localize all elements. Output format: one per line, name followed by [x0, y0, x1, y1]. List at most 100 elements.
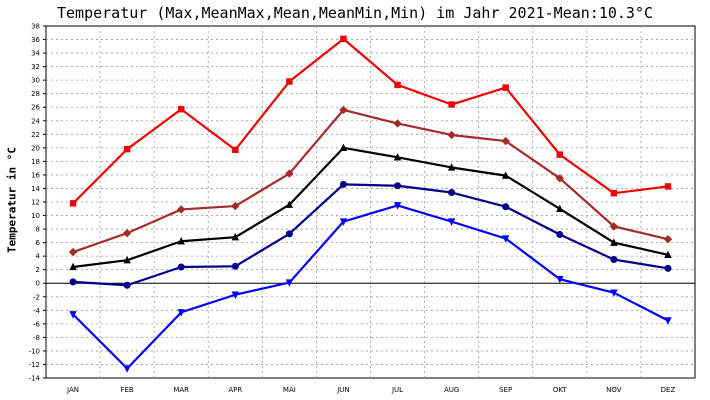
chart-title: Temperatur (Max,MeanMax,Mean,MeanMin,Min… — [56, 4, 654, 22]
y-tick-label: 22 — [31, 131, 40, 139]
data-point — [231, 233, 239, 241]
data-point — [448, 189, 456, 197]
y-tick-label: -4 — [33, 307, 41, 315]
y-tick-label: -6 — [33, 320, 41, 328]
y-tick-label: -8 — [33, 334, 40, 342]
data-point — [663, 235, 673, 244]
data-point — [555, 174, 564, 183]
data-point — [339, 105, 348, 115]
x-tick-label: FEB — [120, 386, 133, 394]
data-point — [502, 84, 509, 91]
y-tick-label: 24 — [31, 117, 40, 125]
y-tick-label: -2 — [33, 293, 40, 301]
data-point — [69, 200, 77, 207]
data-point — [122, 228, 132, 238]
data-point — [123, 281, 131, 289]
data-point — [502, 171, 510, 179]
y-tick-label: 18 — [31, 158, 40, 166]
data-point — [393, 119, 402, 128]
y-tick-label: 28 — [31, 90, 40, 98]
data-point — [609, 222, 619, 231]
data-point — [610, 190, 618, 197]
data-point — [69, 278, 77, 286]
y-tick-label: 10 — [31, 212, 40, 220]
y-tick-label: 2 — [36, 266, 40, 274]
y-tick-label: -14 — [29, 375, 41, 383]
data-point — [393, 153, 402, 161]
y-tick-label: 4 — [36, 253, 41, 261]
data-point — [447, 163, 456, 171]
data-point — [285, 200, 294, 208]
y-tick-label: 0 — [36, 280, 40, 288]
y-tick-label: 36 — [31, 36, 40, 44]
data-point — [556, 230, 564, 238]
data-point — [231, 262, 239, 270]
y-tick-label: -12 — [29, 361, 40, 369]
data-point — [339, 180, 347, 188]
data-point — [610, 238, 618, 246]
x-tick-label: JUN — [336, 386, 349, 394]
data-point — [447, 218, 456, 226]
data-point — [664, 183, 672, 190]
data-point — [447, 130, 456, 140]
x-tick-label: JAN — [66, 386, 79, 394]
data-point — [340, 35, 347, 43]
data-point — [556, 204, 564, 212]
data-point — [394, 182, 402, 190]
data-point — [556, 151, 563, 158]
data-point — [123, 365, 131, 373]
data-point — [394, 81, 401, 89]
y-tick-label: 38 — [31, 23, 40, 31]
data-point — [664, 317, 672, 325]
data-point — [177, 263, 185, 271]
y-tick-label: 30 — [31, 77, 40, 85]
data-point — [339, 218, 348, 226]
data-point — [393, 202, 402, 210]
x-tick-label: MAI — [283, 386, 296, 394]
data-point — [232, 146, 239, 154]
y-tick-label: 12 — [31, 199, 40, 207]
data-point — [285, 279, 294, 287]
series-line — [72, 183, 669, 287]
data-point — [501, 136, 510, 146]
series-line — [72, 146, 669, 269]
data-point — [664, 264, 672, 272]
data-point — [177, 309, 185, 317]
data-point — [286, 78, 293, 85]
data-point — [339, 143, 348, 152]
data-point — [123, 256, 131, 264]
data-point — [610, 256, 618, 264]
data-point — [68, 247, 78, 257]
series-line — [72, 204, 669, 370]
data-point — [178, 106, 185, 113]
x-tick-label: APR — [228, 386, 242, 394]
series-line — [72, 37, 669, 205]
data-point — [664, 250, 672, 258]
data-point — [285, 169, 294, 178]
y-tick-label: 14 — [31, 185, 40, 193]
x-tick-label: JUL — [391, 386, 403, 394]
y-tick-label: 6 — [36, 239, 41, 247]
data-point — [123, 146, 131, 153]
y-tick-label: 26 — [31, 104, 40, 112]
data-point — [448, 101, 455, 108]
x-tick-label: SEP — [499, 386, 512, 394]
y-tick-label: 32 — [31, 63, 40, 71]
y-tick-label: 8 — [36, 226, 40, 234]
data-point — [177, 237, 185, 245]
data-point — [502, 203, 510, 211]
y-tick-label: 20 — [31, 144, 40, 152]
y-tick-label: 34 — [31, 50, 40, 58]
data-point — [556, 275, 564, 284]
data-point — [177, 205, 186, 214]
data-point — [69, 262, 77, 271]
x-tick-label: NOV — [606, 386, 622, 394]
data-point — [610, 289, 618, 297]
data-point — [285, 230, 293, 238]
data-point — [231, 201, 240, 211]
x-tick-label: AUG — [444, 386, 459, 394]
data-point — [231, 291, 239, 299]
data-point — [502, 235, 510, 243]
data-point — [69, 311, 77, 319]
